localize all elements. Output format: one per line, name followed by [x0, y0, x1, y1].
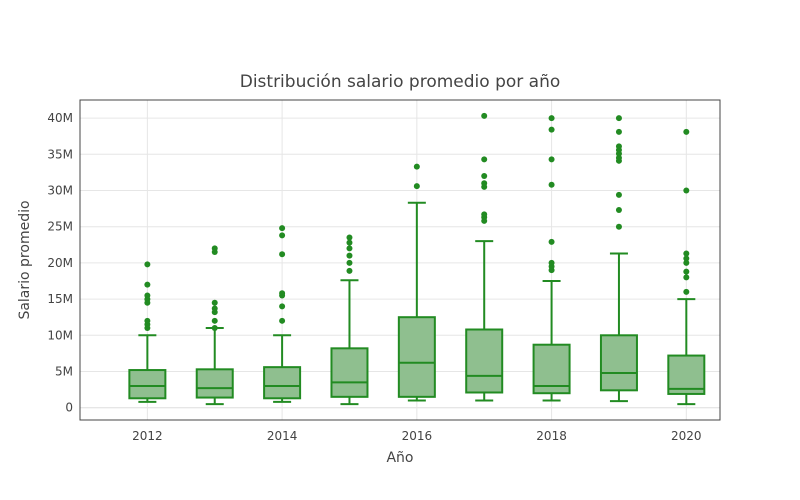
outlier-point: [481, 173, 488, 180]
box-2020: [667, 128, 706, 406]
x-tick-label: 2016: [402, 429, 433, 443]
outlier-point: [211, 317, 218, 324]
iqr-box: [599, 334, 638, 392]
plot-frame: [79, 99, 721, 421]
box-2016: [397, 163, 436, 402]
y-tick-label: 35M: [47, 147, 73, 161]
outlier-point: [683, 288, 690, 295]
iqr-box: [465, 328, 504, 394]
x-axis-title: Año: [386, 450, 413, 466]
outlier-point: [683, 259, 690, 266]
outlier-point: [548, 181, 555, 188]
outlier-point: [615, 154, 622, 161]
box-2019: [599, 115, 638, 403]
outlier-point: [346, 245, 353, 252]
outlier-point: [413, 183, 420, 190]
box-2013: [195, 245, 234, 406]
outlier-point: [615, 143, 622, 150]
outlier-point: [211, 245, 218, 252]
outlier-point: [615, 207, 622, 214]
iqr-box: [128, 369, 167, 400]
outlier-point: [279, 232, 286, 239]
iqr-box: [397, 316, 436, 398]
box-2012: [128, 261, 167, 403]
outlier-point: [413, 163, 420, 170]
x-tick-label: 2018: [536, 429, 567, 443]
outlier-point: [211, 325, 218, 332]
outlier-point: [481, 156, 488, 163]
outlier-point: [683, 187, 690, 194]
outlier-point: [683, 128, 690, 135]
outlier-point: [548, 115, 555, 122]
outlier-point: [346, 239, 353, 246]
outlier-point: [548, 259, 555, 266]
y-tick-label: 10M: [47, 328, 73, 342]
outlier-point: [346, 259, 353, 266]
outlier-point: [548, 238, 555, 245]
chart-title: Distribución salario promedio por año: [240, 72, 561, 92]
tick-labels: 0 5M 10M 15M 20M 25M 30M 35M 40M 2012 2014 2016 2018…: [47, 111, 701, 443]
outlier-point: [279, 290, 286, 297]
y-tick-label: 30M: [47, 183, 73, 197]
outlier-point: [279, 303, 286, 310]
box-series: [128, 112, 706, 406]
outlier-point: [481, 180, 488, 187]
outlier-point: [683, 274, 690, 281]
outlier-point: [615, 115, 622, 122]
outlier-point: [548, 126, 555, 133]
box-2018: [532, 115, 571, 402]
outlier-point: [346, 267, 353, 274]
y-tick-label: 5M: [55, 364, 73, 378]
outlier-point: [346, 252, 353, 259]
outlier-point: [683, 255, 690, 262]
outlier-point: [346, 234, 353, 241]
outlier-point: [615, 191, 622, 198]
box-2014: [263, 225, 302, 403]
y-tick-label: 15M: [47, 292, 73, 306]
y-axis-title: Salario promedio: [17, 200, 33, 319]
outlier-point: [211, 305, 218, 312]
box-2015: [330, 234, 369, 406]
outlier-point: [279, 225, 286, 232]
y-tick-label: 20M: [47, 256, 73, 270]
outlier-point: [615, 128, 622, 135]
iqr-box: [263, 366, 302, 400]
box-2017: [465, 112, 504, 402]
outlier-point: [615, 223, 622, 230]
outlier-point: [279, 251, 286, 258]
outlier-point: [144, 292, 151, 299]
outlier-point: [683, 268, 690, 275]
outlier-point: [144, 281, 151, 288]
x-tick-label: 2020: [671, 429, 702, 443]
iqr-box: [667, 354, 706, 395]
outlier-point: [144, 317, 151, 324]
y-tick-label: 0: [65, 401, 73, 415]
y-tick-label: 40M: [47, 111, 73, 125]
outlier-point: [683, 250, 690, 257]
outlier-point: [481, 112, 488, 119]
iqr-box: [330, 347, 369, 398]
x-tick-label: 2014: [267, 429, 298, 443]
outlier-point: [279, 317, 286, 324]
iqr-box: [195, 368, 234, 399]
x-tick-label: 2012: [132, 429, 163, 443]
outlier-point: [211, 299, 218, 306]
outlier-point: [481, 211, 488, 218]
outlier-point: [548, 156, 555, 163]
y-tick-label: 25M: [47, 220, 73, 234]
outlier-point: [144, 261, 151, 268]
